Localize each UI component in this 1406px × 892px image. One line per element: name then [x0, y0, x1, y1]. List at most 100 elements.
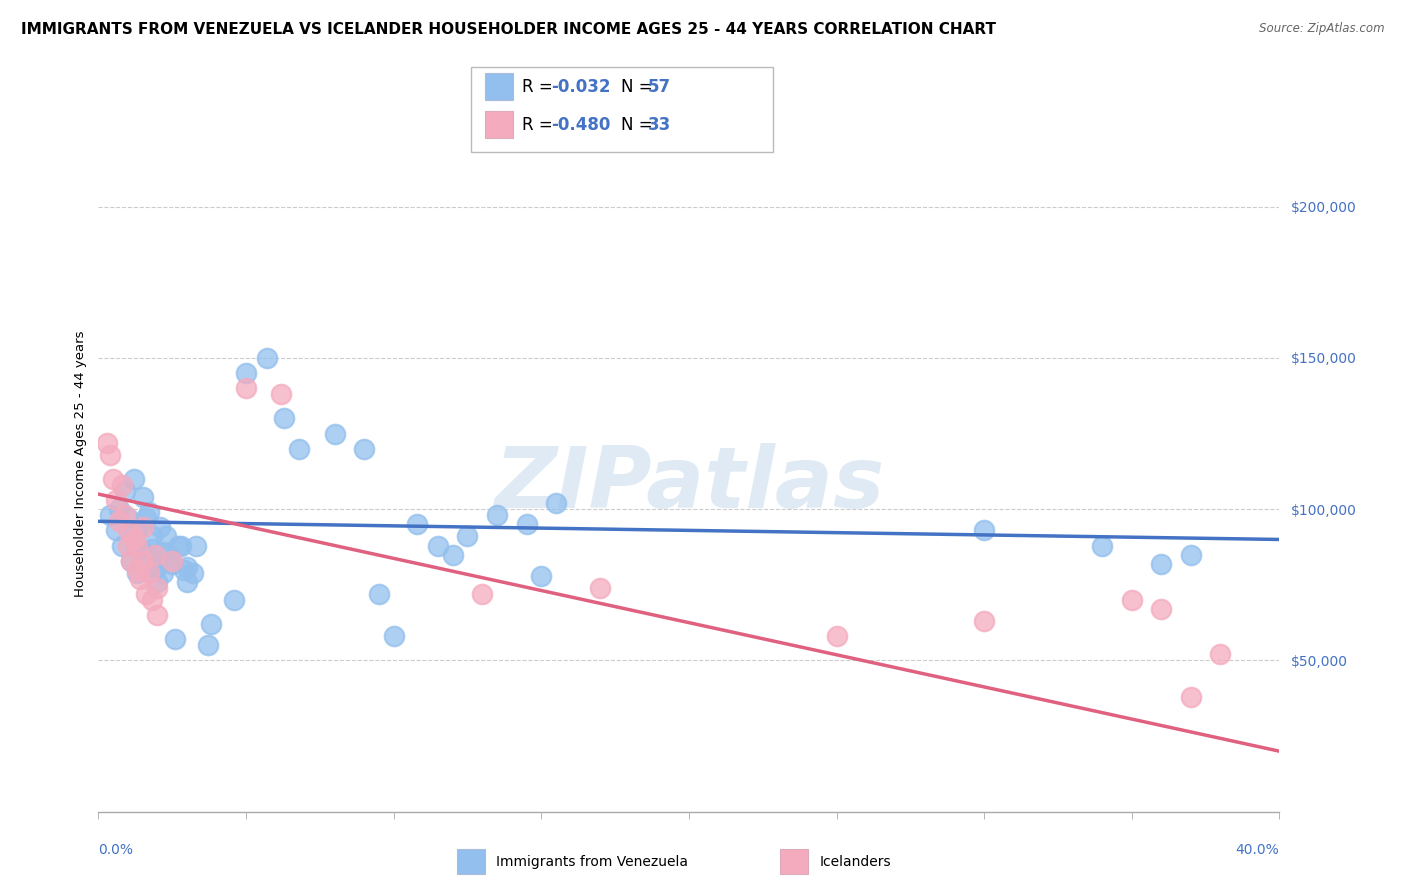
Point [135, 548, 157, 562]
Point [176, 574, 198, 589]
Point [441, 548, 464, 562]
Point [111, 539, 134, 553]
Point [427, 539, 450, 553]
Point [138, 566, 160, 580]
Point [146, 574, 169, 589]
Point [146, 581, 169, 595]
Point [114, 484, 136, 499]
Point [122, 472, 145, 486]
Text: -0.032: -0.032 [551, 78, 610, 95]
Text: N =: N = [621, 78, 658, 95]
Point [200, 617, 222, 632]
Text: IMMIGRANTS FROM VENEZUELA VS ICELANDER HOUSEHOLDER INCOME AGES 25 - 44 YEARS COR: IMMIGRANTS FROM VENEZUELA VS ICELANDER H… [21, 22, 995, 37]
Point [132, 490, 155, 504]
Point [146, 559, 169, 574]
Text: 33: 33 [648, 116, 672, 134]
Point [149, 520, 172, 534]
Point [108, 514, 131, 528]
Point [1091, 539, 1114, 553]
Point [368, 587, 391, 601]
Point [152, 566, 174, 580]
Point [515, 517, 537, 532]
Point [165, 632, 187, 647]
Point [103, 472, 125, 486]
Point [122, 533, 145, 547]
Point [235, 381, 257, 395]
Point [117, 511, 139, 525]
Point [108, 502, 131, 516]
Point [105, 493, 128, 508]
Text: -0.480: -0.480 [551, 116, 610, 134]
Point [117, 539, 139, 553]
Point [270, 387, 292, 401]
Point [117, 524, 139, 538]
Text: ZIPatlas: ZIPatlas [494, 443, 884, 526]
Point [184, 539, 207, 553]
Point [125, 524, 148, 538]
Point [288, 442, 311, 456]
Point [1180, 548, 1202, 562]
Point [197, 638, 219, 652]
Text: Source: ZipAtlas.com: Source: ZipAtlas.com [1260, 22, 1385, 36]
Point [224, 593, 246, 607]
Point [167, 539, 190, 553]
Point [1209, 648, 1232, 662]
Point [111, 478, 134, 492]
Point [353, 442, 375, 456]
Text: 57: 57 [648, 78, 671, 95]
Point [530, 568, 553, 582]
Point [128, 541, 150, 556]
Text: R =: R = [522, 116, 558, 134]
Point [135, 511, 157, 525]
Point [486, 508, 509, 523]
Point [1150, 602, 1173, 616]
Point [181, 566, 204, 580]
Point [96, 435, 118, 450]
Point [138, 505, 160, 519]
Point [141, 529, 163, 543]
Point [155, 529, 177, 543]
Point [143, 548, 166, 562]
Point [114, 508, 136, 523]
Point [135, 587, 157, 601]
Point [125, 563, 148, 577]
Point [132, 520, 155, 534]
Point [146, 608, 169, 623]
Point [141, 541, 163, 556]
Point [406, 517, 429, 532]
Text: R =: R = [522, 78, 558, 95]
Point [973, 614, 995, 628]
Text: 0.0%: 0.0% [98, 843, 134, 857]
Point [125, 566, 148, 580]
Point [256, 351, 278, 365]
Point [471, 587, 494, 601]
Text: 40.0%: 40.0% [1236, 843, 1279, 857]
Point [125, 539, 148, 553]
Point [162, 557, 183, 571]
Text: Icelanders: Icelanders [820, 855, 891, 869]
Point [120, 554, 142, 568]
Point [162, 554, 183, 568]
Point [141, 593, 163, 607]
Point [98, 448, 121, 462]
Point [1180, 690, 1202, 704]
Point [173, 563, 195, 577]
Y-axis label: Householder Income Ages 25 - 44 years: Householder Income Ages 25 - 44 years [75, 331, 87, 597]
Point [120, 554, 142, 568]
Point [128, 572, 150, 586]
Point [176, 559, 198, 574]
Point [382, 629, 405, 643]
Point [456, 529, 478, 543]
Text: N =: N = [621, 116, 658, 134]
Point [98, 508, 121, 523]
Point [152, 544, 174, 558]
Point [589, 581, 612, 595]
Point [143, 559, 166, 574]
Point [170, 539, 193, 553]
Point [1121, 593, 1143, 607]
Point [1150, 557, 1173, 571]
Point [157, 548, 180, 562]
Point [273, 411, 295, 425]
Point [544, 496, 567, 510]
Point [973, 524, 995, 538]
